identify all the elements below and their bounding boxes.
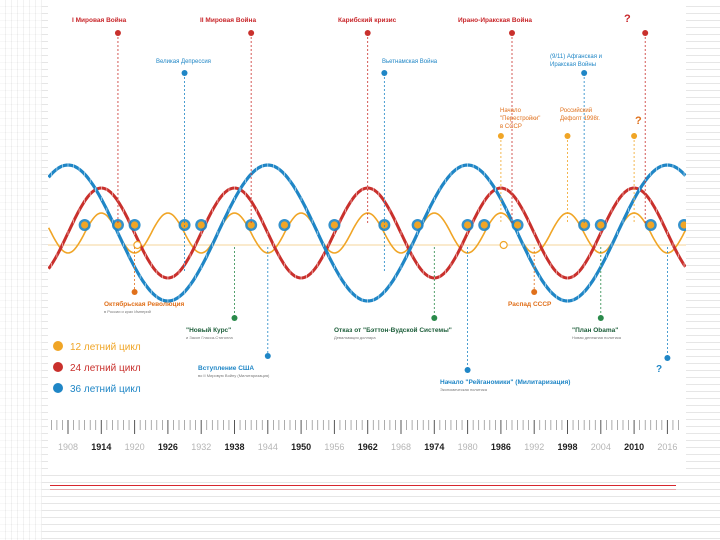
cycle-node-inner — [414, 221, 422, 229]
legend-label: 24 летний цикл — [70, 363, 141, 374]
diagram-panel: I Мировая Война II Мировая Война Карибский… — [48, 0, 686, 472]
cycle-node-inner — [330, 221, 338, 229]
event-pin-bottom — [597, 315, 604, 321]
ruler-year-label: 1932 — [191, 442, 211, 452]
event-pin-red — [248, 30, 255, 36]
footer-rule-secondary — [50, 489, 676, 490]
bottom-event-subtitle: Экономическая политика — [440, 387, 488, 392]
event-pin-bottom — [131, 289, 138, 295]
event-pin-bottom — [264, 353, 271, 359]
ruler-year-label: 1950 — [291, 442, 311, 452]
bottom-event-subtitle: и Закон Гласса-Стиголла — [186, 335, 234, 340]
event-pin-blue — [181, 70, 188, 76]
top-event-label: II Мировая Война — [200, 16, 256, 24]
bottom-event-title: Вступление США — [198, 365, 254, 372]
cycle-node-inner — [580, 221, 588, 229]
bottom-event-subtitle: Девальвация доллара — [334, 335, 376, 340]
ruler-year-label: 1914 — [91, 442, 111, 452]
event-pin-blue — [581, 70, 588, 76]
ruler-year-label: 1956 — [324, 442, 344, 452]
ruler-year-label: 2010 — [624, 442, 644, 452]
ruler-year-label: 1980 — [458, 442, 478, 452]
bottom-event-title: ? — [656, 364, 662, 375]
ruler-year-label: 2016 — [657, 442, 677, 452]
event-pin-red — [364, 30, 371, 36]
bottom-event-title: Распад СССР — [508, 301, 552, 308]
bottom-event-subtitle: в России и крах Империй — [104, 309, 151, 314]
wave-12-year — [48, 212, 686, 254]
ruler-year-label: 1908 — [58, 442, 78, 452]
bottom-event-title: "Новый Курс" — [186, 326, 231, 334]
footer-rule — [50, 485, 676, 486]
event-pin-bottom — [431, 315, 438, 321]
cycle-node-inner — [480, 221, 488, 229]
orange-event-label: "Перестройки" — [500, 115, 540, 122]
ruler-year-label: 1974 — [424, 442, 444, 452]
event-pin-orange — [631, 133, 638, 139]
cycle-node-inner — [131, 221, 139, 229]
hollow-node — [499, 240, 508, 250]
top-event-label: Карибский кризис — [338, 16, 397, 24]
orange-event-label: Российский — [560, 107, 592, 114]
cycle-node-inner — [81, 221, 89, 229]
cycle-node-inner — [114, 221, 122, 229]
cycle-node-inner — [513, 221, 522, 229]
cycle-node-inner — [247, 221, 255, 229]
event-pin-orange — [564, 133, 571, 139]
mid-event-label: Великая Депрессия — [156, 59, 211, 65]
legend-swatch — [53, 362, 63, 372]
bottom-event-title: "План Obama" — [572, 327, 618, 334]
cycle-node-inner — [680, 221, 686, 229]
event-pin-red — [509, 30, 515, 36]
legend-swatch — [53, 341, 63, 351]
event-pin-red — [642, 30, 649, 36]
cycle-diagram: I Мировая Война II Мировая Война Карибский… — [48, 13, 686, 452]
top-event-label: Ирано-Иракская Война — [458, 16, 532, 24]
cycle-node-inner — [464, 221, 472, 229]
ruler-year-label: 1962 — [358, 442, 378, 452]
ruler-year-label: 1986 — [491, 442, 511, 452]
mid-event-label: Вьетнамская Война — [382, 58, 438, 65]
orange-event-label: ? — [635, 115, 642, 127]
ruler-year-label: 1998 — [558, 442, 578, 452]
ruler-year-label: 1926 — [158, 442, 178, 452]
orange-event-label: в СССР — [500, 124, 522, 130]
event-pin-red — [114, 30, 121, 36]
cycle-node-inner — [197, 221, 205, 229]
event-pin-blue — [381, 70, 388, 76]
event-pin-bottom — [231, 315, 238, 321]
bottom-event-title: Октябрьская Революция — [104, 300, 185, 308]
ruler-year-label: 2004 — [591, 442, 611, 452]
legend-label: 12 летний цикл — [70, 342, 141, 353]
cycle-node-inner — [280, 221, 289, 229]
cycle-node-inner — [647, 221, 655, 229]
ruler-year-label: 1968 — [391, 442, 411, 452]
top-event-label: I Мировая Война — [72, 16, 127, 24]
wave-36-year — [48, 163, 686, 303]
bottom-event-title: Начало "Рейганомики" (Милитаризация) — [440, 378, 570, 386]
legend-label: 36 летний цикл — [70, 384, 141, 395]
event-pin-orange — [497, 133, 504, 139]
event-pin-bottom — [464, 367, 471, 373]
mid-event-label: Иракская Войны — [550, 61, 596, 68]
legend-swatch — [53, 383, 63, 393]
hollow-node — [133, 240, 142, 250]
event-pin-bottom — [531, 289, 538, 295]
left-border-pattern — [0, 0, 42, 540]
top-event-label: ? — [624, 13, 631, 25]
ruler-year-label: 1992 — [524, 442, 544, 452]
ruler-year-label: 1920 — [125, 442, 145, 452]
wave-24-year — [48, 186, 686, 280]
orange-event-label: Дефолт 1998г. — [560, 116, 600, 122]
orange-event-label: Начало — [500, 108, 522, 114]
bottom-event-title: Отказ от "Бэттон-Вудской Системы" — [334, 326, 452, 334]
bottom-event-subtitle: во II Мировую Войну (Милитаризация) — [198, 373, 270, 378]
mid-event-label: (9/11) Афганская и — [550, 54, 602, 60]
bottom-event-subtitle: Новая денежная политика — [572, 335, 622, 340]
ruler-year-label: 1938 — [225, 442, 245, 452]
cycle-node-inner — [597, 221, 605, 229]
ruler-year-label: 1944 — [258, 442, 278, 452]
event-pin-bottom — [664, 355, 671, 361]
